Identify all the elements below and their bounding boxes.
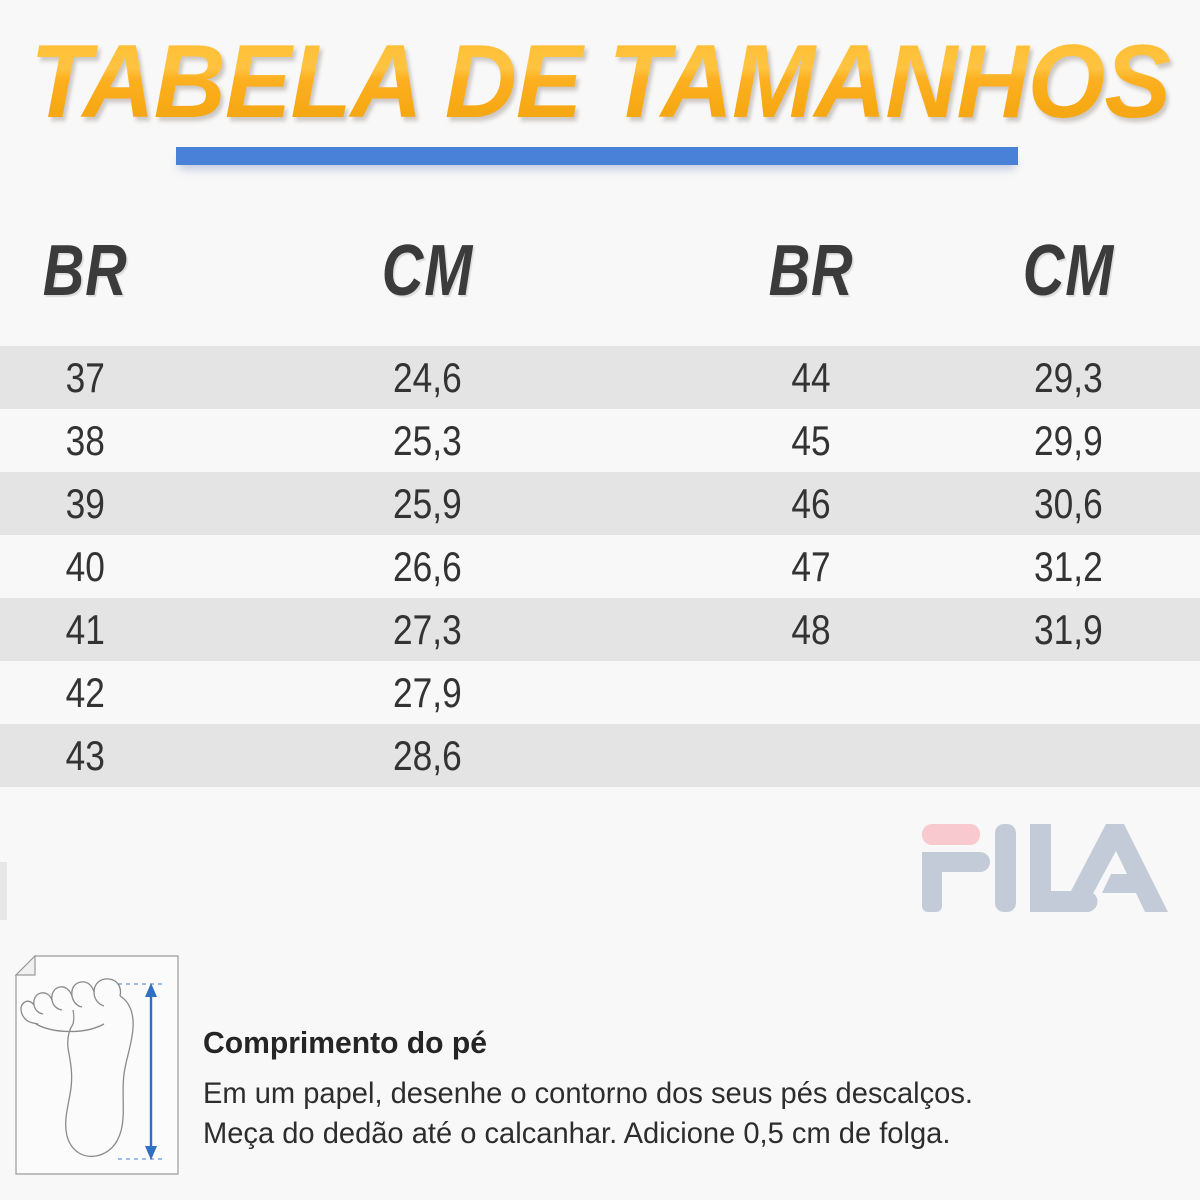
- column-header-br-left: BR: [42, 231, 128, 311]
- cell-cm-left: 25,9: [393, 479, 463, 527]
- cell-cm-right: 31,2: [1034, 542, 1103, 590]
- foot-diagram: [12, 952, 192, 1177]
- table-row: 38 25,3 45 29,9: [0, 409, 1200, 472]
- table-row: 39 25,9 46 30,6: [0, 472, 1200, 535]
- cell-cm-left: 25,3: [393, 416, 463, 464]
- cell-cm-right: 29,9: [1034, 416, 1103, 464]
- size-table: BR CM BR CM 37 24,6 44 29,3 38 25,3 45 2…: [0, 196, 1200, 787]
- instructions-line-1: Em um papel, desenhe o contorno dos seus…: [203, 1077, 974, 1110]
- table-row: 37 24,6 44 29,3: [0, 346, 1200, 409]
- cell-br-left: 43: [65, 731, 105, 779]
- cell-cm-left: 24,6: [393, 353, 463, 401]
- header-block: TABELA DE TAMANHOS: [0, 0, 1200, 185]
- title-underline-bar: [176, 147, 1018, 165]
- cell-cm-left: 27,9: [393, 668, 463, 716]
- cell-br-right: 47: [791, 542, 831, 590]
- column-header-cm-left: CM: [382, 231, 474, 311]
- cell-br-right: 46: [791, 479, 831, 527]
- instructions-block: Comprimento do pé Em um papel, desenhe o…: [203, 1024, 1163, 1154]
- fila-logo: [920, 820, 1170, 915]
- table-edge-sliver: [0, 862, 7, 920]
- column-header-br-right: BR: [768, 231, 854, 311]
- cell-br-right: 44: [791, 353, 831, 401]
- page-title: TABELA DE TAMANHOS: [24, 26, 1176, 138]
- foot-measurement-section: Comprimento do pé Em um papel, desenhe o…: [0, 952, 1200, 1200]
- cell-cm-left: 26,6: [393, 542, 463, 590]
- instructions-heading: Comprimento do pé: [203, 1025, 487, 1060]
- table-row: 42 27,9: [0, 661, 1200, 724]
- cell-br-right: 48: [791, 605, 831, 653]
- instructions-line-2: Meça do dedão até o calcanhar. Adicione …: [203, 1117, 951, 1150]
- column-header-cm-right: CM: [1022, 231, 1115, 311]
- cell-br-left: 38: [65, 416, 105, 464]
- table-row: 43 28,6: [0, 724, 1200, 787]
- cell-br-left: 37: [65, 353, 105, 401]
- cell-br-right: 45: [791, 416, 831, 464]
- cell-cm-left: 28,6: [393, 731, 463, 779]
- cell-cm-right: 30,6: [1034, 479, 1103, 527]
- cell-cm-right: 31,9: [1034, 605, 1103, 653]
- cell-br-left: 42: [65, 668, 105, 716]
- cell-cm-left: 27,3: [393, 605, 463, 653]
- cell-br-left: 41: [65, 605, 105, 653]
- cell-br-left: 39: [65, 479, 105, 527]
- table-row: 40 26,6 47 31,2: [0, 535, 1200, 598]
- cell-cm-right: 29,3: [1034, 353, 1103, 401]
- cell-br-left: 40: [65, 542, 105, 590]
- table-row: 41 27,3 48 31,9: [0, 598, 1200, 661]
- table-header-row: BR CM BR CM: [0, 196, 1200, 346]
